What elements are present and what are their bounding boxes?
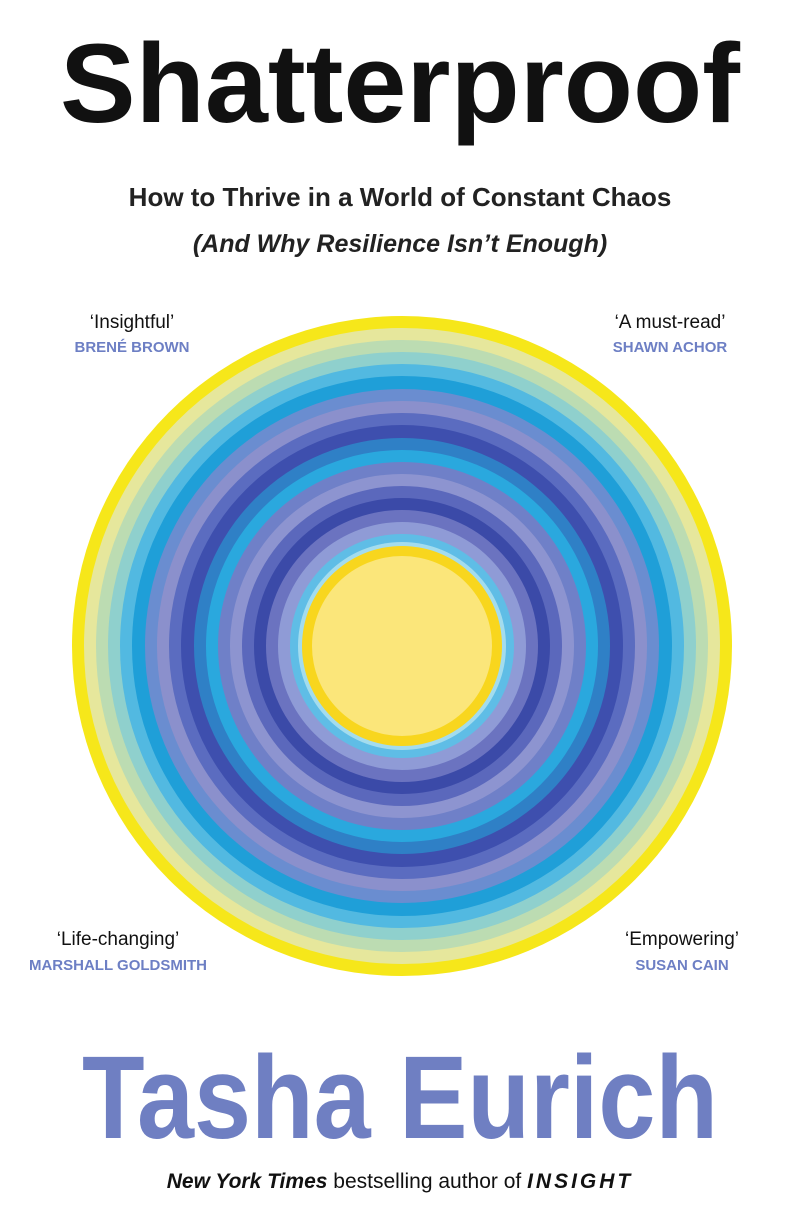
quote-author: SUSAN CAIN [635,957,728,974]
quote-author: SHAWN ACHOR [613,339,728,356]
tagline-book: INSIGHT [527,1170,633,1193]
title: Shatterproof [60,21,741,146]
tagline-publication: New York Times [167,1170,328,1193]
subtitle-line1: How to Thrive in a World of Constant Cha… [129,182,672,212]
quote: ‘Empowering’ [625,929,739,950]
tagline: New York Times bestselling author of INS… [167,1170,634,1193]
quote: ‘Insightful’ [90,312,175,333]
quote: ‘Life-changing’ [57,929,180,950]
concentric-circles [72,316,732,976]
author-name: Tasha Eurich [82,1032,718,1164]
tagline-text: bestselling author of [333,1170,521,1193]
quote-author: BRENÉ BROWN [75,339,190,356]
ring [312,556,492,736]
subtitle-line2: (And Why Resilience Isn’t Enough) [193,230,607,258]
quote: ‘A must-read’ [615,312,726,333]
quote-author: MARSHALL GOLDSMITH [29,957,207,974]
